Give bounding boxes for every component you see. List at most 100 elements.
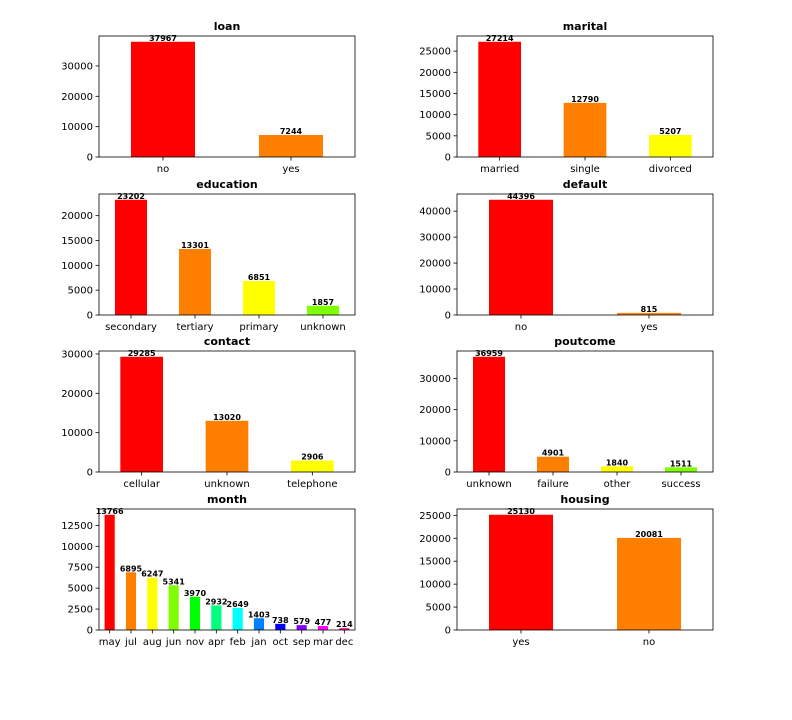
y-tick-label: 20000 xyxy=(419,259,451,270)
y-tick-label: 10000 xyxy=(419,436,451,447)
bar-jan xyxy=(253,618,265,630)
x-tick-label: no xyxy=(157,164,169,175)
data-label: 2932 xyxy=(205,597,227,606)
y-tick-label: 25000 xyxy=(419,47,451,58)
plot-frame xyxy=(98,35,356,158)
bar-no xyxy=(131,41,195,157)
data-label: 1403 xyxy=(248,610,270,619)
y-tick-label: 15000 xyxy=(419,557,451,568)
bar-oct xyxy=(275,623,286,630)
y-tick-label: 10000 xyxy=(419,580,451,591)
y-tick-label: 30000 xyxy=(61,61,93,72)
plot-frame xyxy=(98,508,356,631)
data-label: 23202 xyxy=(117,192,145,201)
x-tick-label: unknown xyxy=(466,479,511,490)
x-tick-label: jul xyxy=(124,637,137,648)
x-tick-label: single xyxy=(570,164,600,175)
x-tick-label: other xyxy=(604,479,632,490)
x-tick-label: nov xyxy=(186,637,204,648)
plot-frame xyxy=(456,350,714,473)
data-label: 2906 xyxy=(301,453,324,462)
chart-title: marital xyxy=(563,20,608,33)
x-tick-label: dec xyxy=(335,637,353,648)
data-label: 37967 xyxy=(149,34,177,43)
subplot-month: month may 13766 jul 6895 aug 6247 jun 5341 nov 397… xyxy=(61,493,356,648)
data-label: 214 xyxy=(336,620,353,629)
y-tick-label: 5000 xyxy=(426,603,451,614)
x-tick-label: failure xyxy=(537,479,569,490)
bar-may xyxy=(104,514,115,630)
data-label: 477 xyxy=(315,618,332,627)
bar-primary xyxy=(243,280,275,315)
x-tick-label: yes xyxy=(282,164,299,175)
x-tick-label: yes xyxy=(512,637,529,648)
data-label: 6851 xyxy=(248,273,271,282)
data-label: 29285 xyxy=(128,349,156,358)
x-tick-label: tertiary xyxy=(176,322,213,333)
data-label: 1857 xyxy=(312,298,334,307)
bar-jun xyxy=(168,585,179,630)
bar-single xyxy=(563,102,607,157)
plot-frame xyxy=(456,193,714,316)
y-tick-label: 40000 xyxy=(419,207,451,218)
bar-unknown xyxy=(307,305,339,315)
y-tick-label: 10000 xyxy=(419,285,451,296)
chart-title: loan xyxy=(214,20,241,33)
data-label: 5341 xyxy=(163,577,186,586)
subplot-loan: loan no 37967 yes 7244 0 10000 20000 30000 xyxy=(61,20,356,175)
data-label: 738 xyxy=(272,616,289,625)
plot-frame xyxy=(98,350,356,473)
data-label: 2649 xyxy=(227,600,250,609)
data-label: 27214 xyxy=(486,34,514,43)
bar-no xyxy=(617,537,681,630)
y-tick-label: 30000 xyxy=(419,374,451,385)
data-label: 3970 xyxy=(184,589,207,598)
chart-title: default xyxy=(563,178,607,191)
data-label: 20081 xyxy=(635,530,663,539)
chart-title: contact xyxy=(204,335,250,348)
y-tick-label: 12500 xyxy=(61,521,93,532)
bar-no xyxy=(489,199,553,315)
bar-secondary xyxy=(115,199,147,315)
y-tick-label: 20000 xyxy=(61,389,93,400)
x-tick-label: primary xyxy=(239,322,278,333)
data-label: 13766 xyxy=(96,507,124,516)
y-tick-label: 5000 xyxy=(68,584,93,595)
bar-success xyxy=(665,467,697,472)
x-tick-label: unknown xyxy=(204,479,249,490)
x-tick-label: married xyxy=(480,164,519,175)
bar-married xyxy=(478,41,521,157)
data-label: 12790 xyxy=(571,95,599,104)
plot-frame xyxy=(456,35,714,158)
x-tick-label: no xyxy=(643,637,655,648)
x-tick-label: jun xyxy=(165,637,181,648)
bar-dec xyxy=(339,628,350,630)
x-tick-label: divorced xyxy=(649,164,692,175)
plot-frame xyxy=(456,508,714,631)
bar-yes xyxy=(617,312,681,315)
bar-telephone xyxy=(291,460,334,472)
data-label: 815 xyxy=(641,305,658,314)
y-tick-label: 10000 xyxy=(61,542,93,553)
x-tick-label: unknown xyxy=(300,322,345,333)
data-label: 1840 xyxy=(606,458,629,467)
y-tick-label: 20000 xyxy=(419,534,451,545)
y-tick-label: 10000 xyxy=(61,122,93,133)
bar-divorced xyxy=(649,134,692,157)
x-tick-label: yes xyxy=(640,322,657,333)
plot-frame xyxy=(98,193,356,316)
y-tick-label: 0 xyxy=(445,626,451,637)
y-tick-label: 15000 xyxy=(419,89,451,100)
bar-failure xyxy=(537,456,569,472)
subplot-poutcome: poutcome unknown 36959 failure 4901 other 1840… xyxy=(419,335,714,490)
y-tick-label: 0 xyxy=(87,311,93,322)
y-tick-label: 7500 xyxy=(68,563,93,574)
x-tick-label: success xyxy=(661,479,700,490)
y-tick-label: 0 xyxy=(445,311,451,322)
data-label: 13301 xyxy=(181,241,209,250)
x-tick-label: apr xyxy=(208,637,225,648)
y-tick-label: 2500 xyxy=(68,605,93,616)
subplot-contact: contact cellular 29285 unknown 13020 telephon… xyxy=(61,335,356,490)
x-tick-label: secondary xyxy=(105,322,157,333)
data-label: 7244 xyxy=(280,127,303,136)
